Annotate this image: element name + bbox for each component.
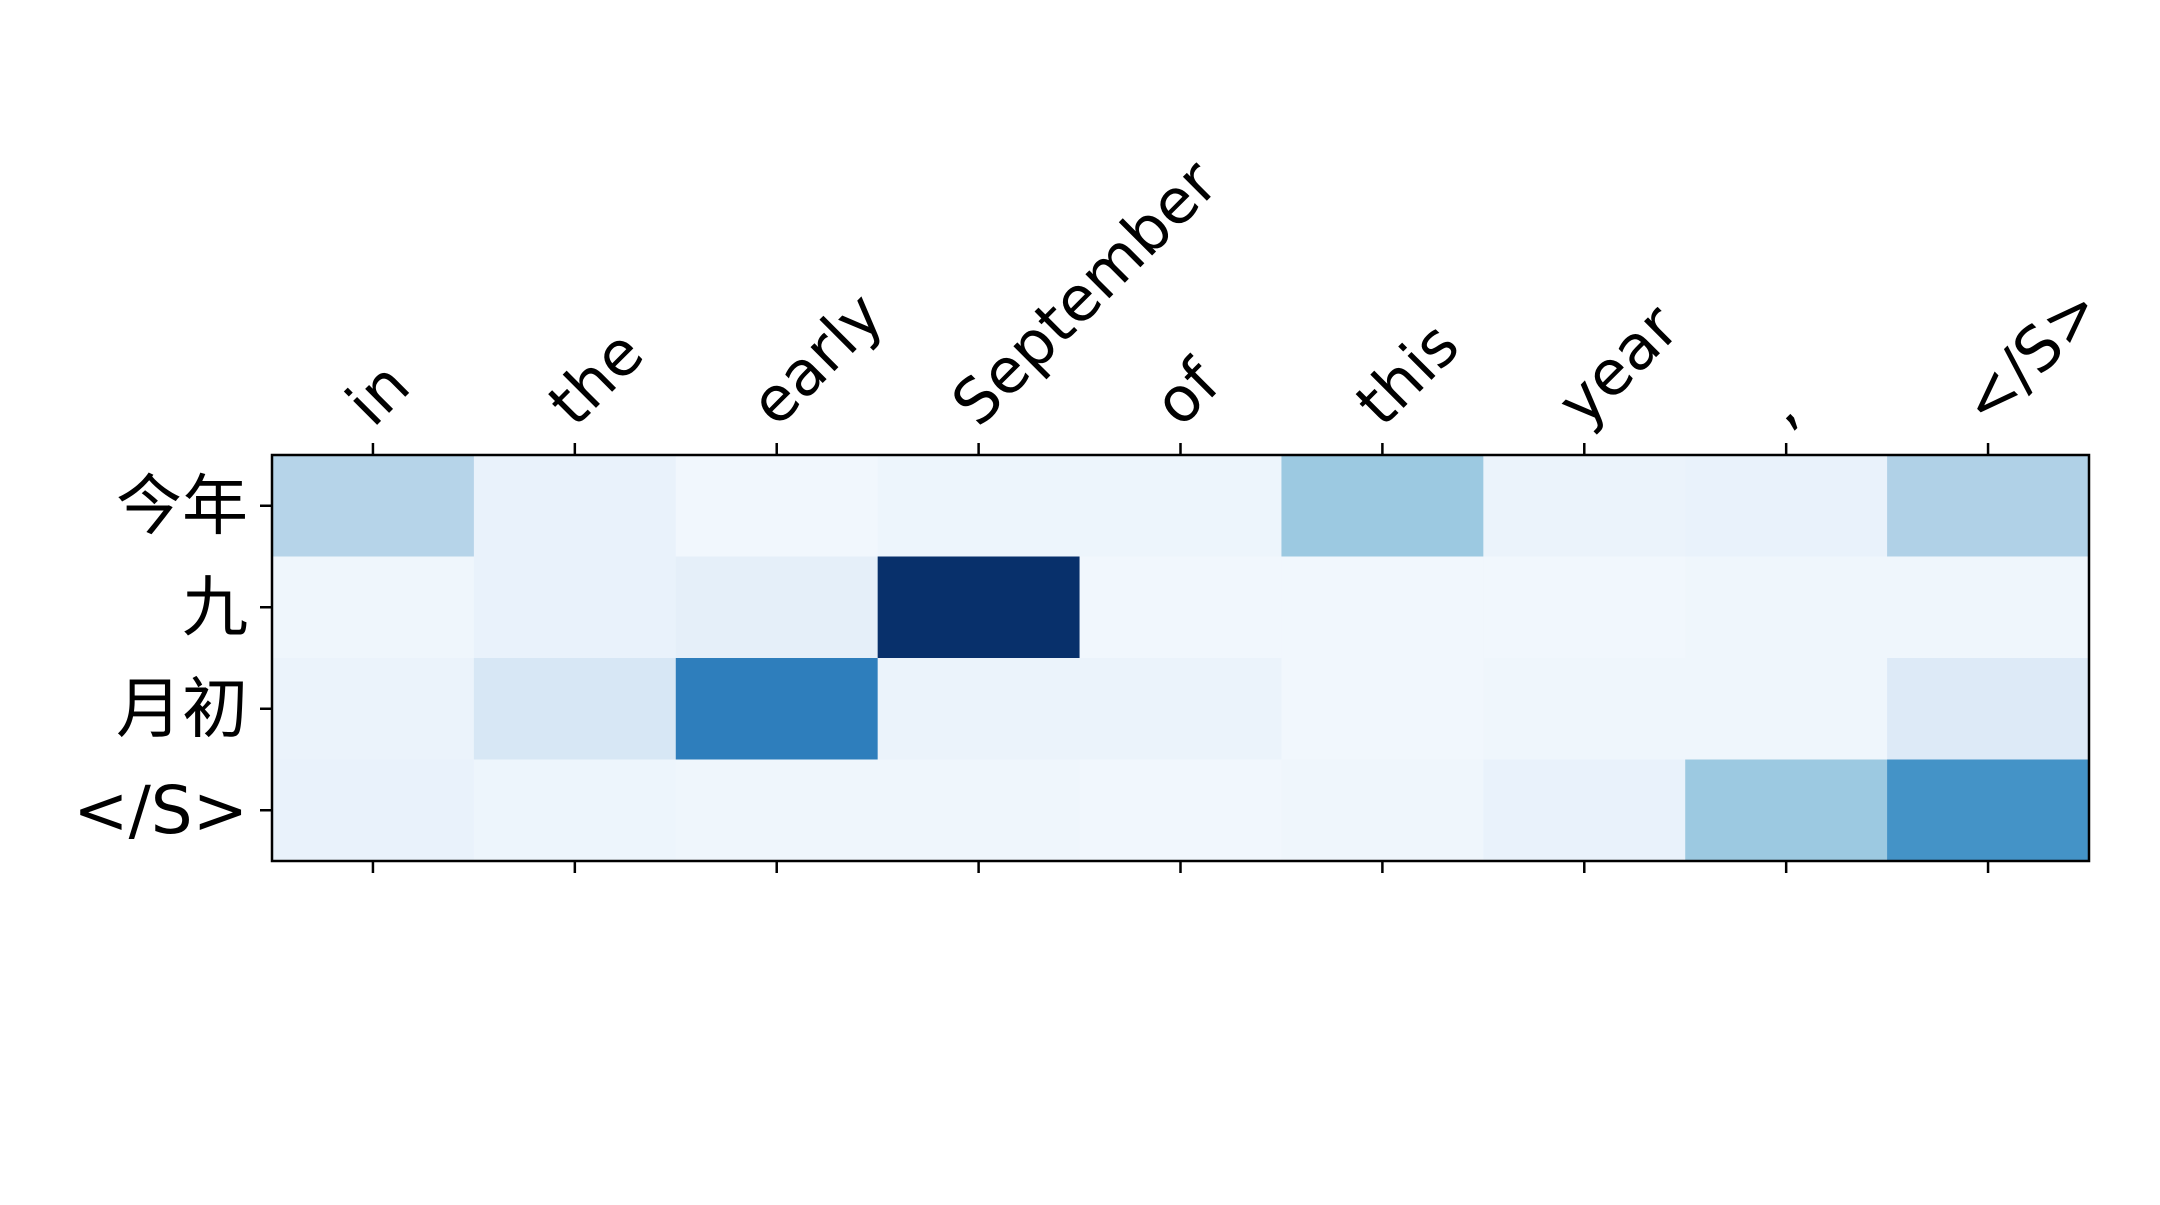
heatmap-cell	[1483, 658, 1686, 760]
heatmap-cell	[675, 455, 879, 557]
heatmap-cell	[1685, 556, 1888, 659]
x-tick-label: year	[1543, 290, 1693, 440]
x-tick-label: in	[332, 348, 424, 440]
heatmap-cell	[1887, 759, 2090, 862]
heatmap-cell	[1281, 658, 1484, 760]
heatmap-cell	[877, 658, 1081, 760]
heatmap-cells	[272, 455, 2090, 862]
heatmap-cell	[877, 759, 1081, 862]
heatmap-cell	[272, 556, 475, 659]
heatmap-cell	[272, 658, 475, 760]
y-tick-label: 九	[182, 569, 248, 646]
heatmap-cell	[1079, 658, 1282, 760]
heatmap-cell	[877, 455, 1081, 557]
heatmap-cell	[877, 556, 1081, 659]
axis-ticks	[260, 443, 1990, 873]
heatmap-cell	[473, 455, 677, 557]
x-tick-label: early	[736, 278, 898, 440]
heatmap-cell	[1887, 658, 2090, 760]
y-tick-label: 月初	[116, 670, 248, 747]
heatmap-cell	[1887, 455, 2090, 557]
heatmap-cell	[1281, 455, 1484, 557]
heatmap-cell	[675, 658, 879, 760]
heatmap-cell	[473, 658, 677, 760]
heatmap-cell	[473, 759, 677, 862]
heatmap-cell	[675, 556, 879, 659]
heatmap-cell	[1685, 455, 1888, 557]
heatmap-cell	[1079, 556, 1282, 659]
heatmap-cell	[272, 759, 475, 862]
heatmap-cell	[675, 759, 879, 862]
y-tick-label: </S>	[73, 772, 248, 849]
heatmap-cell	[1281, 556, 1484, 659]
heatmap-cell	[1079, 759, 1282, 862]
heatmap-cell	[1685, 658, 1888, 760]
x-tick-label: </S>	[1947, 272, 2115, 440]
x-tick-label: ,	[1745, 374, 1811, 440]
heatmap-cell	[1079, 455, 1282, 557]
heatmap-cell	[1685, 759, 1888, 862]
x-tick-label: this	[1341, 308, 1473, 440]
heatmap-cell	[1483, 455, 1686, 557]
y-tick-label: 今年	[116, 467, 248, 544]
heatmap-cell	[473, 556, 677, 659]
heatmap-cell	[1281, 759, 1484, 862]
heatmap-cell	[1483, 759, 1686, 862]
heatmap-cell	[1887, 556, 2090, 659]
heatmap-cell	[1483, 556, 1686, 659]
heatmap-cell	[272, 455, 475, 557]
x-tick-label: the	[534, 316, 658, 440]
x-tick-label: of	[1139, 344, 1234, 439]
